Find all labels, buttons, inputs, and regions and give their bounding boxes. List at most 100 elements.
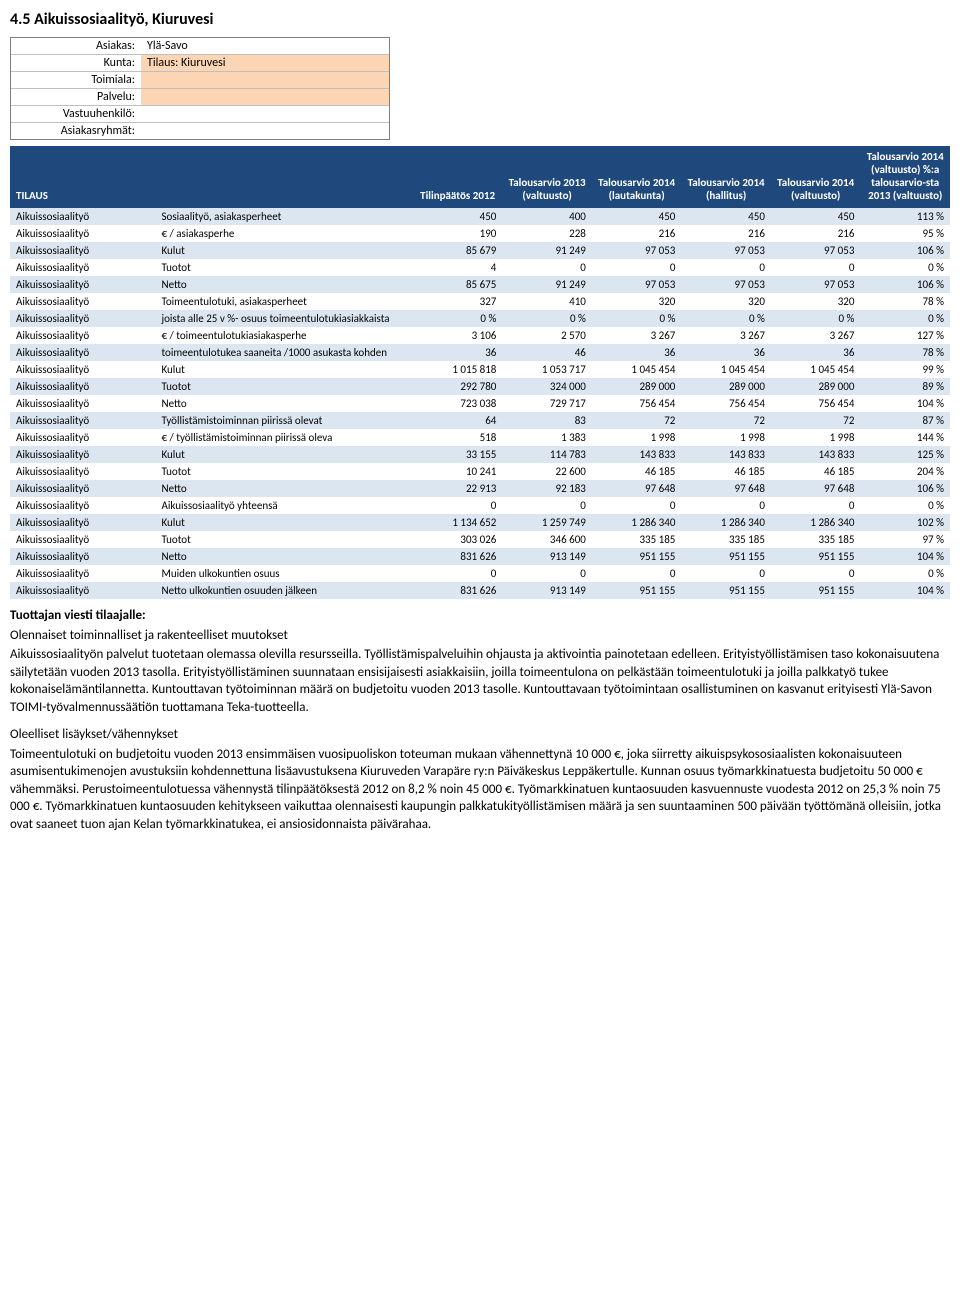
info-row: Kunta:Tilaus: Kiuruvesi: [11, 55, 389, 72]
table-cell: Aikuissosiaalityö: [10, 259, 155, 276]
table-cell: Aikuissosiaalityö: [10, 429, 155, 446]
table-cell: 3 267: [681, 327, 771, 344]
table-cell: 144 %: [860, 429, 950, 446]
table-row: AikuissosiaalityöNetto85 67591 24997 053…: [10, 276, 950, 293]
table-cell: 335 185: [681, 531, 771, 548]
table-cell: 951 155: [681, 582, 771, 599]
table-cell: 0 %: [681, 310, 771, 327]
table-cell: Tuotot: [155, 463, 412, 480]
table-cell: 114 783: [502, 446, 592, 463]
table-row: AikuissosiaalityöNetto22 91392 18397 648…: [10, 480, 950, 497]
table-cell: Aikuissosiaalityö: [10, 548, 155, 565]
table-cell: 97 053: [592, 276, 682, 293]
body-p2: Toimeentulotuki on budjetoitu vuoden 201…: [10, 746, 950, 834]
table-cell: Netto: [155, 548, 412, 565]
table-cell: 1 134 652: [413, 514, 503, 531]
table-cell: 97 053: [771, 276, 861, 293]
table-cell: Työllistämistoiminnan piirissä olevat: [155, 412, 412, 429]
info-row: Toimiala:: [11, 72, 389, 89]
table-cell: 0 %: [592, 310, 682, 327]
table-cell: 216: [681, 225, 771, 242]
table-cell: 1 998: [771, 429, 861, 446]
table-cell: 0: [502, 259, 592, 276]
table-cell: Aikuissosiaalityö: [10, 378, 155, 395]
table-cell: 951 155: [771, 548, 861, 565]
info-value: [141, 106, 389, 122]
table-cell: 143 833: [771, 446, 861, 463]
table-cell: 1 286 340: [592, 514, 682, 531]
table-cell: 756 454: [681, 395, 771, 412]
table-cell: 97 053: [681, 242, 771, 259]
table-row: AikuissosiaalityöAikuissosiaalityö yhtee…: [10, 497, 950, 514]
table-row: AikuissosiaalityöTuotot303 026346 600335…: [10, 531, 950, 548]
table-cell: 450: [681, 207, 771, 225]
table-cell: 46: [502, 344, 592, 361]
table-row: Aikuissosiaalityö€ / asiakasperhe1902282…: [10, 225, 950, 242]
table-row: AikuissosiaalityöToimeentulotuki, asiaka…: [10, 293, 950, 310]
table-cell: 125 %: [860, 446, 950, 463]
table-cell: 0 %: [502, 310, 592, 327]
info-label: Asiakas:: [11, 38, 141, 54]
table-cell: 335 185: [592, 531, 682, 548]
table-cell: Tuotot: [155, 531, 412, 548]
table-cell: 78 %: [860, 344, 950, 361]
body-subtitle2: Oleelliset lisäykset/vähennykset: [10, 726, 950, 744]
table-cell: 1 383: [502, 429, 592, 446]
table-cell: € / toimeentulotukiasiakasperhe: [155, 327, 412, 344]
page-title: 4.5 Aikuissosiaalityö, Kiuruvesi: [10, 10, 950, 29]
table-cell: 0: [771, 259, 861, 276]
table-cell: 97 648: [681, 480, 771, 497]
table-cell: 204 %: [860, 463, 950, 480]
table-cell: 33 155: [413, 446, 503, 463]
table-cell: Kulut: [155, 361, 412, 378]
table-cell: 36: [413, 344, 503, 361]
table-cell: Aikuissosiaalityö: [10, 361, 155, 378]
table-cell: 951 155: [592, 548, 682, 565]
table-cell: 0: [413, 565, 503, 582]
table-cell: 2 570: [502, 327, 592, 344]
table-cell: 289 000: [681, 378, 771, 395]
table-cell: 450: [413, 207, 503, 225]
table-header: [155, 146, 412, 207]
info-value: [141, 123, 389, 139]
body-subtitle1: Olennaiset toiminnalliset ja rakenteelli…: [10, 627, 950, 645]
table-cell: 97 %: [860, 531, 950, 548]
table-cell: Kulut: [155, 514, 412, 531]
table-row: AikuissosiaalityöTuotot400000 %: [10, 259, 950, 276]
body-p1: Aikuissosiaalityön palvelut tuotetaan ol…: [10, 646, 950, 716]
table-cell: 3 106: [413, 327, 503, 344]
table-cell: 1 998: [681, 429, 771, 446]
table-cell: 951 155: [592, 582, 682, 599]
table-cell: Aikuissosiaalityö: [10, 446, 155, 463]
table-cell: 0 %: [860, 310, 950, 327]
info-value: Ylä-Savo: [141, 38, 389, 54]
table-cell: 1 053 717: [502, 361, 592, 378]
table-cell: 951 155: [681, 548, 771, 565]
table-cell: Aikuissosiaalityö: [10, 276, 155, 293]
table-cell: 0 %: [860, 565, 950, 582]
table-cell: 450: [592, 207, 682, 225]
table-cell: Aikuissosiaalityö: [10, 480, 155, 497]
table-cell: 0: [413, 497, 503, 514]
table-cell: 324 000: [502, 378, 592, 395]
table-cell: 89 %: [860, 378, 950, 395]
table-cell: 97 053: [681, 276, 771, 293]
table-cell: 913 149: [502, 582, 592, 599]
table-cell: Netto: [155, 480, 412, 497]
table-header: Talousarvio 2013 (valtuusto): [502, 146, 592, 207]
table-cell: 292 780: [413, 378, 503, 395]
table-cell: 92 183: [502, 480, 592, 497]
info-row: Vastuuhenkilö:: [11, 106, 389, 123]
table-row: AikuissosiaalityöKulut1 134 6521 259 749…: [10, 514, 950, 531]
table-cell: Netto: [155, 276, 412, 293]
table-cell: 104 %: [860, 548, 950, 565]
table-row: AikuissosiaalityöTuotot10 24122 60046 18…: [10, 463, 950, 480]
info-label: Palvelu:: [11, 89, 141, 105]
table-cell: 756 454: [592, 395, 682, 412]
table-cell: 320: [771, 293, 861, 310]
table-cell: 0 %: [860, 497, 950, 514]
table-cell: 0 %: [771, 310, 861, 327]
table-cell: Aikuissosiaalityö: [10, 293, 155, 310]
table-cell: Netto: [155, 395, 412, 412]
table-row: AikuissosiaalityöNetto831 626913 149951 …: [10, 548, 950, 565]
